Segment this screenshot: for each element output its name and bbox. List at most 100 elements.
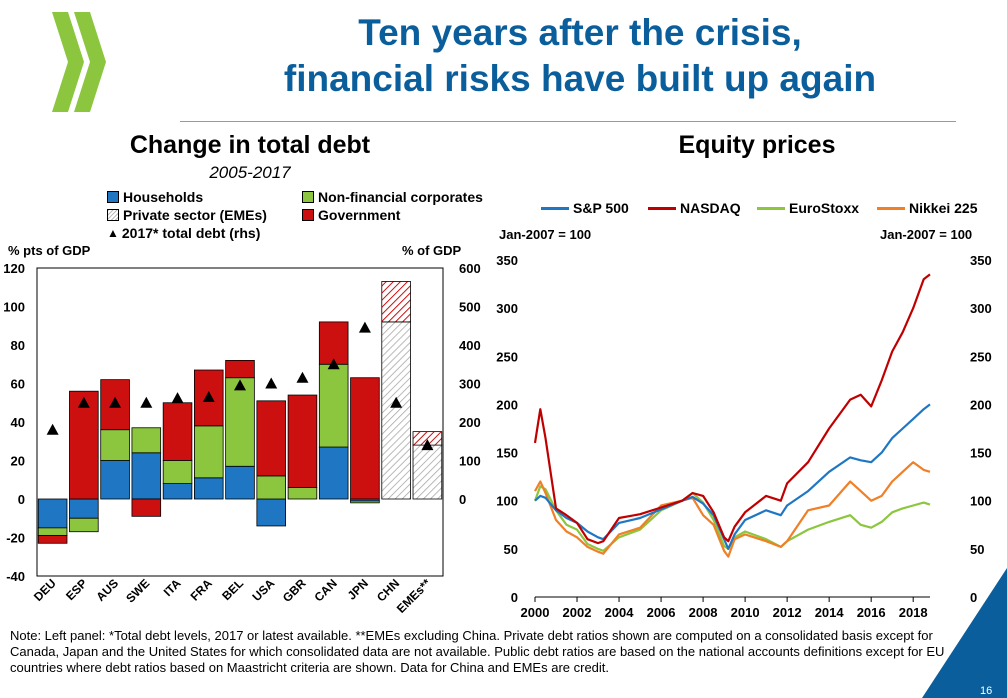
y2-tick-label: 600 [459,261,481,276]
series-line-eurostoxx [533,485,931,552]
bar-segment [287,487,318,500]
legend-label: Private sector (EMEs) [123,207,267,223]
total-debt-marker [171,392,184,404]
y2-tick-label: 350 [970,253,992,268]
bar-segment [131,452,162,500]
series-line-nikkei-225 [534,461,931,558]
y2-tick-label: 200 [970,397,992,412]
x-tick-label: 2016 [857,605,886,620]
bar-segment [100,460,130,500]
x-tick-label: EMEs** [394,576,434,616]
x-tick-label: GBR [280,576,309,605]
total-debt-marker [390,396,403,408]
y2-tick-label: 300 [970,301,992,316]
plot-frame [36,267,444,577]
title-line-2: financial risks have built up again [283,58,877,99]
bar-segment [69,517,99,533]
legend-label: 2017* total debt (rhs) [121,225,261,241]
legend-label: Non-financial corporates [318,189,483,205]
x-tick-label: 2004 [605,605,635,620]
bar-segment [225,377,255,467]
oecd-logo-icon [52,12,106,112]
y2-tick-label: 100 [970,494,992,509]
bar-segment [381,281,411,323]
total-debt-marker [140,396,153,408]
triangle-icon: ▲ [107,226,119,240]
total-debt-marker [421,439,434,451]
y2-tick-label: 100 [459,454,481,469]
x-tick-label: USA [250,576,278,604]
bar-segment [381,321,411,500]
total-debt-marker [46,423,59,435]
private-emes-swatch [107,209,119,221]
bar-segment [318,446,349,500]
equity-line-chart: 0 0 50 50 100 100 150 150 200 200 250 250 300 300 350 3… [496,253,992,620]
y2-tick-label: 250 [970,349,992,364]
total-debt-marker [358,321,371,333]
y-tick-label: 80 [11,338,25,353]
bar-segment [225,360,255,379]
households-swatch [107,191,119,203]
y-tick-label: 50 [504,542,518,557]
nikkei-line-swatch [877,206,905,210]
y-tick-label: 120 [3,261,25,276]
legend-label: Government [318,207,401,223]
x-tick-label: ITA [161,576,184,599]
nasdaq-line-swatch [648,206,676,210]
x-tick-label: DEU [31,576,59,604]
debt-bar-chart: -40 -20 0 20 40 60 80 100 120 0 100 200 300 400 500 600… [3,261,481,616]
total-debt-marker [202,390,215,402]
legend-private-emes: Private sector (EMEs) [107,207,267,223]
y-tick-label: 0 [511,590,518,605]
bar-segment [194,477,224,500]
bar-segment [225,465,255,500]
legend-households: Households [107,189,203,205]
government-swatch [302,209,314,221]
bar-segment [37,535,68,544]
y-tick-label: 100 [3,300,25,315]
page-title: Ten years after the crisis, financial ri… [180,10,980,102]
x-tick-label: FRA [188,576,216,604]
left-chart-subtitle: 2005-2017 [209,163,291,182]
legend-label: S&P 500 [573,200,629,216]
x-tick-label: 2006 [647,605,676,620]
bar-segment [412,444,443,500]
equity-left-y-axis-label: Jan-2007 = 100 [499,227,592,242]
y-tick-label: 200 [496,397,518,412]
legend-eurostoxx: EuroStoxx [757,200,859,216]
right-y-axis-label: % of GDP [402,243,462,258]
nonfinancial-swatch [302,191,314,203]
y-tick-label: 100 [496,494,518,509]
y-tick-label: 150 [496,446,518,461]
legend-total-debt: ▲ 2017* total debt (rhs) [107,225,260,241]
bar-segment [69,390,99,500]
y-tick-label: 350 [496,253,518,268]
page-number: 16 [980,685,992,697]
corner-decoration: 16 [922,568,1007,698]
equity-right-y-axis-label: Jan-2007 = 100 [880,227,973,242]
bar-segment [350,377,380,500]
y2-tick-label: 300 [459,377,481,392]
y2-tick-label: 0 [970,590,977,605]
total-debt-marker [109,396,122,408]
x-tick-label: CAN [312,576,340,604]
y2-tick-label: 0 [459,492,466,507]
footnote: Note: Left panel: *Total debt levels, 20… [10,628,945,675]
bar-segment [256,498,286,527]
y2-tick-label: 150 [970,446,992,461]
x-tick-label: 2002 [563,605,592,620]
y-tick-label: 0 [18,492,25,507]
x-tick-label: SWE [123,576,152,605]
legend-nonfinancial: Non-financial corporates [302,189,483,205]
bar-segment [37,527,68,536]
bar-segment [318,321,349,365]
title-divider [180,121,956,122]
y-tick-label: 300 [496,301,518,316]
bar-segment [256,400,286,477]
left-chart-title: Change in total debt [129,131,371,159]
legend-nikkei: Nikkei 225 [877,200,978,216]
x-tick-label: 2010 [731,605,760,620]
legend-government: Government [302,207,400,223]
total-debt-marker [296,371,309,383]
x-tick-label: 2000 [521,605,550,620]
